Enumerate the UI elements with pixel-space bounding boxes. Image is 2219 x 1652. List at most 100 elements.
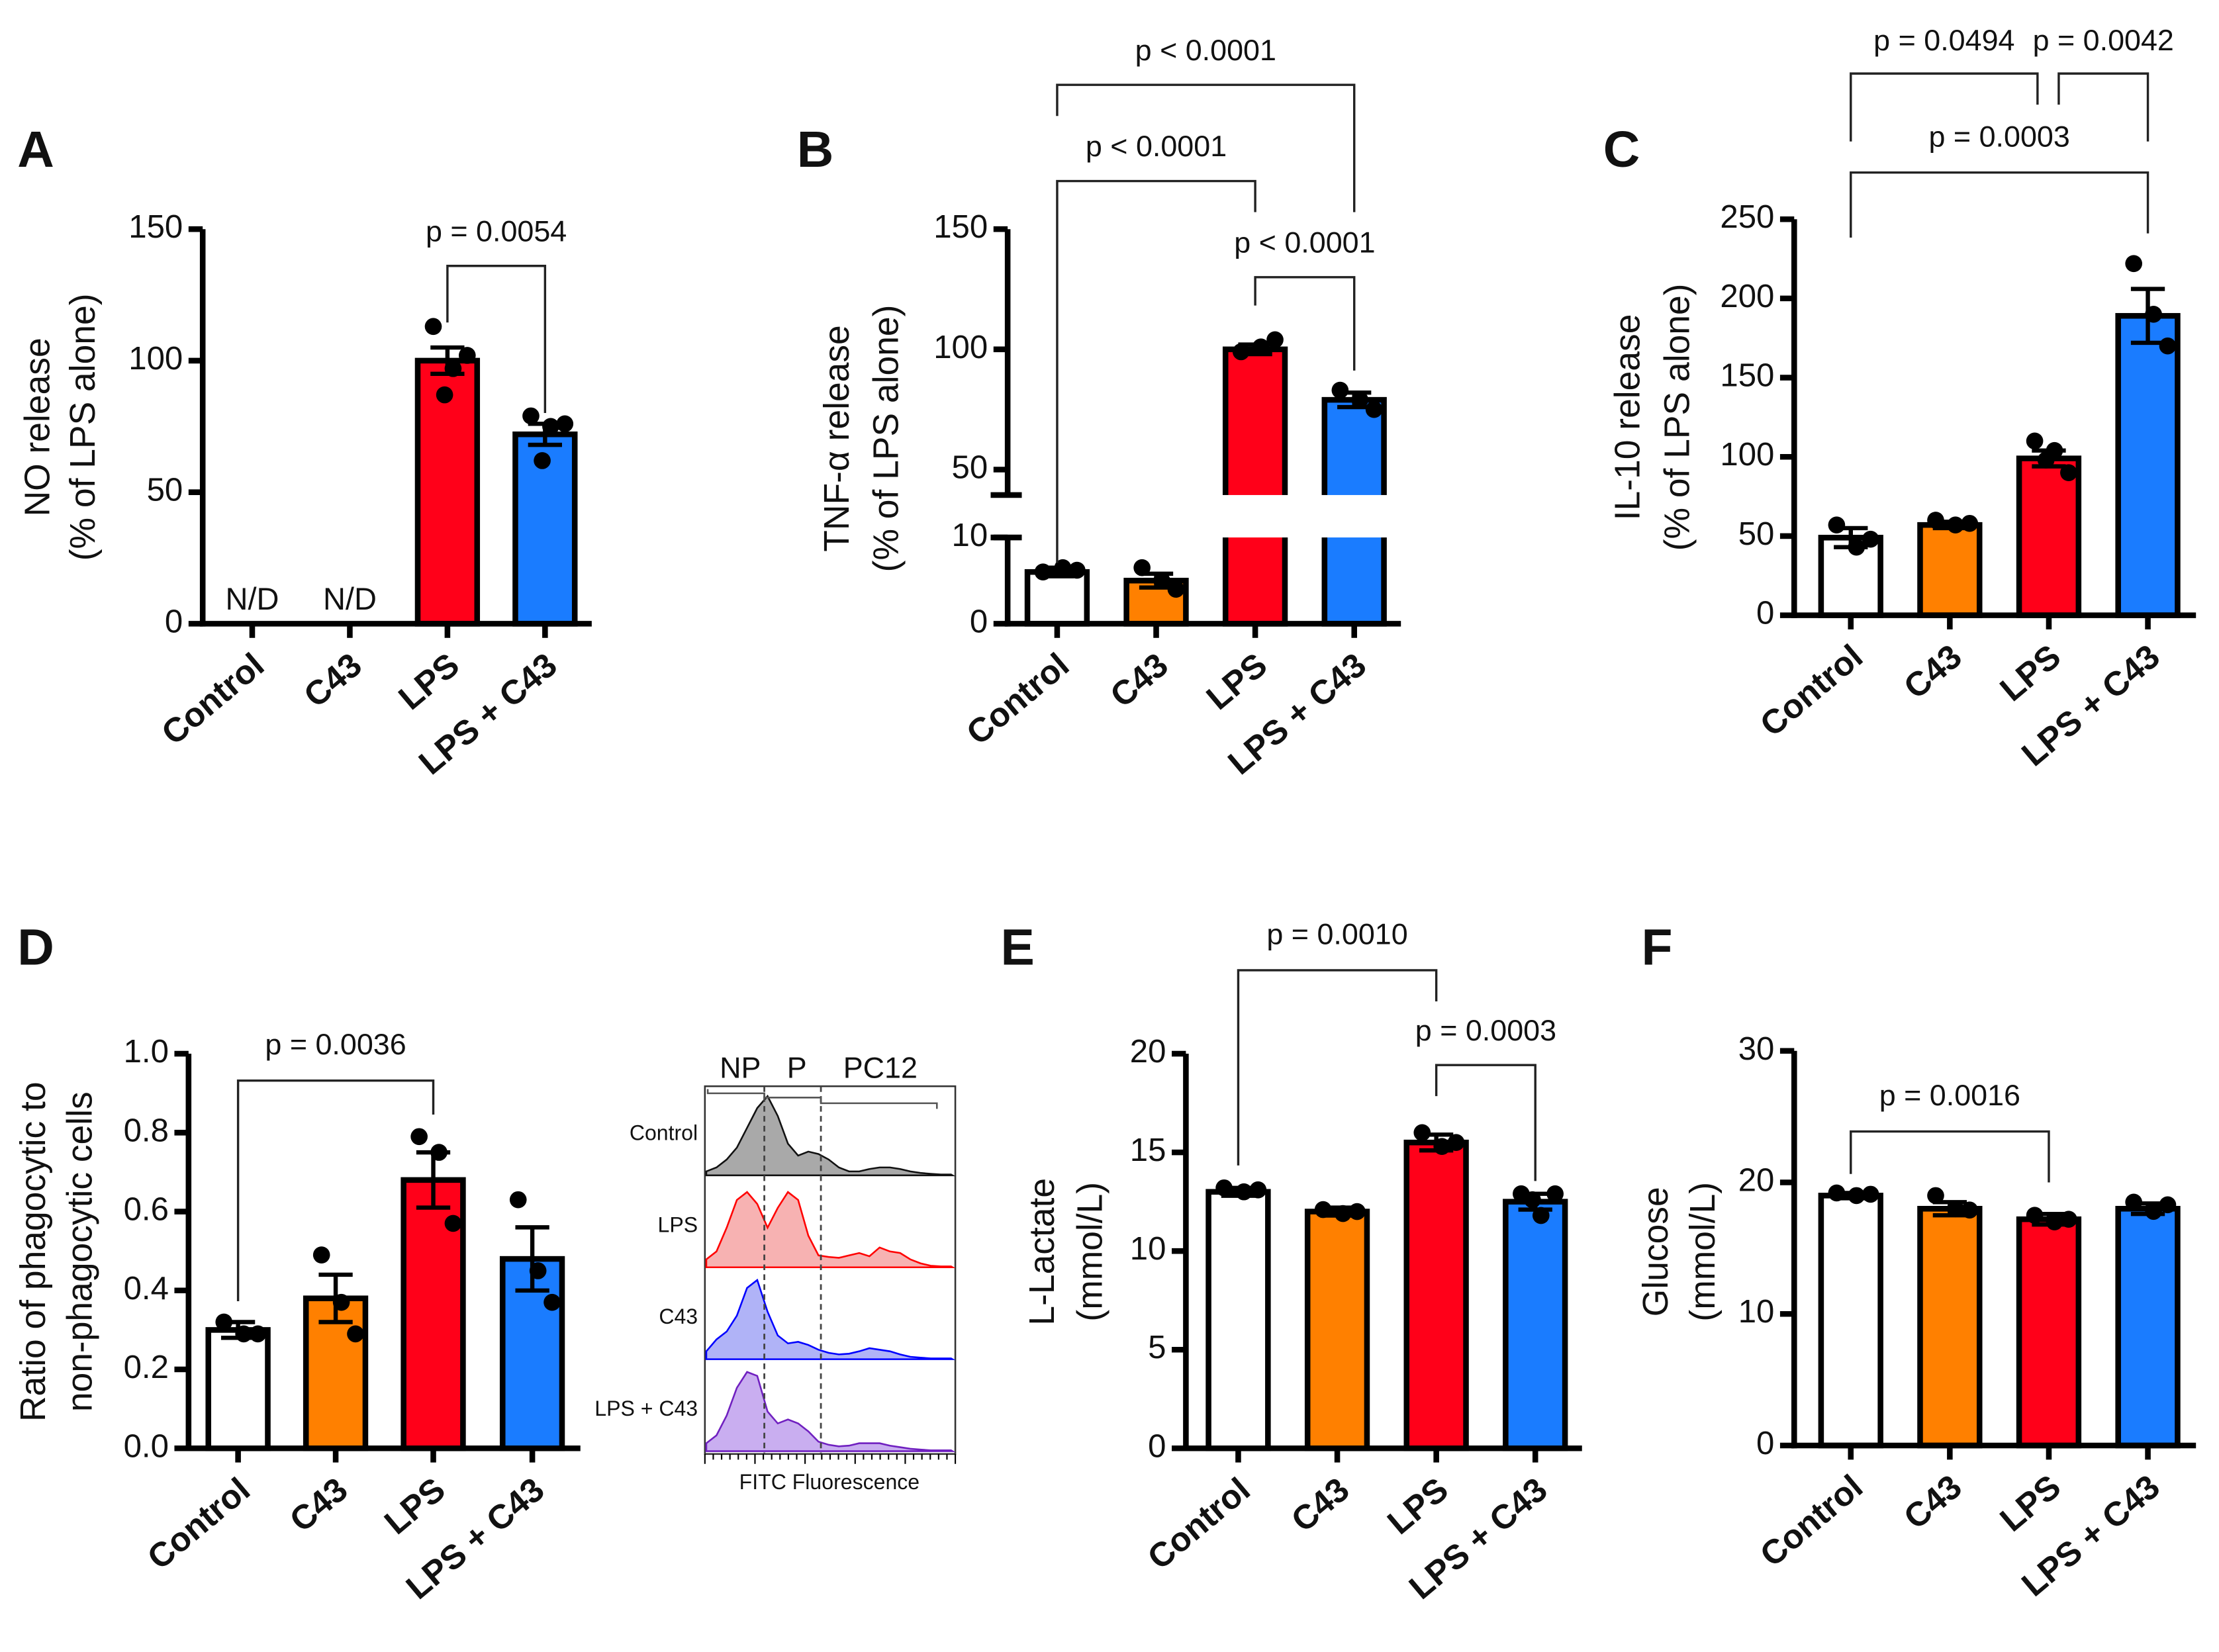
significance-bracket <box>236 1079 435 1302</box>
data-point <box>2060 1211 2077 1228</box>
y-tick-label: 5 <box>1148 1330 1166 1365</box>
data-point <box>2060 464 2077 482</box>
x-tick-label: Control <box>1141 1470 1257 1577</box>
data-point <box>2125 1193 2142 1211</box>
significance-bracket <box>1850 171 2149 238</box>
data-point <box>1862 1185 1879 1203</box>
data-point <box>2026 432 2044 450</box>
histogram-trace <box>705 1191 956 1269</box>
y-axis-label: (% of LPS alone) <box>1658 284 1697 551</box>
x-tick-label: C43 <box>1103 646 1175 715</box>
p-value-label: p = 0.0054 <box>426 214 567 248</box>
data-point <box>410 1128 428 1146</box>
data-point <box>444 360 462 377</box>
data-point <box>1334 1205 1352 1222</box>
y-tick-label: 50 <box>1738 516 1775 552</box>
y-tick-label: 10 <box>952 518 988 553</box>
bar-control <box>205 1327 271 1451</box>
flow-cytometry-histogram: Control LPS C43 LPS + C43 NP P PC12 FITC Fluore… <box>594 1050 957 1494</box>
data-point <box>436 386 453 404</box>
x-tick-label: C43 <box>1897 1467 1969 1536</box>
data-point <box>332 1293 350 1311</box>
panel-b: B TNF-α release (% of LPS alone) 0 10 50 100 15… <box>797 33 1401 782</box>
data-point <box>522 407 540 425</box>
data-point <box>534 452 551 469</box>
data-point <box>509 1191 527 1209</box>
panel-letter: E <box>1000 919 1034 976</box>
y-tick-label: 0 <box>165 604 183 639</box>
not-detected-label: N/D <box>323 581 377 616</box>
data-point <box>1447 1134 1465 1152</box>
p-value-label: p < 0.0001 <box>1234 226 1375 259</box>
panel-letter: C <box>1603 121 1640 178</box>
significance-bracket <box>1056 83 1356 212</box>
y-tick-label: 100 <box>1720 437 1774 473</box>
data-point <box>1252 338 1270 356</box>
data-point <box>529 1262 547 1279</box>
y-tick-label: 0.8 <box>124 1113 169 1148</box>
x-tick-label: LPS <box>377 1470 452 1541</box>
data-point <box>2145 1203 2162 1220</box>
y-tick-label: 15 <box>1130 1132 1166 1168</box>
bar-c43 <box>303 1295 369 1451</box>
y-axis-label: Ratio of phagocytic to <box>14 1081 53 1422</box>
bar-control <box>1024 569 1090 627</box>
x-tick-label: Control <box>959 646 1076 753</box>
x-tick-label: LPS <box>1993 637 2067 709</box>
histogram-row-label: Control <box>630 1121 698 1144</box>
histogram-x-label: FITC Fluorescence <box>739 1470 920 1494</box>
data-point <box>1266 331 1284 349</box>
bar-lps-c43 <box>2115 1205 2181 1449</box>
data-point <box>543 1293 561 1311</box>
x-tick-label: C43 <box>1897 637 1969 706</box>
panel-a: A NO release (% of LPS alone) N/D N/D 0 50 100 1… <box>17 121 592 782</box>
data-point <box>1249 1181 1267 1199</box>
bar-lps <box>2016 1216 2082 1449</box>
data-point <box>1546 1185 1564 1203</box>
y-tick-label: 10 <box>1738 1294 1775 1330</box>
data-point <box>2159 337 2177 355</box>
significance-bracket <box>1254 276 1356 371</box>
y-axis-label: L-Lactate <box>1023 1178 1062 1326</box>
y-tick-label: 0 <box>970 604 988 639</box>
data-point <box>2046 1213 2063 1230</box>
panel-letter: B <box>797 121 834 178</box>
significance-bracket <box>1850 72 2039 142</box>
y-axis-label: TNF-α release <box>818 325 857 551</box>
data-point <box>1167 580 1185 598</box>
histogram-row-label: LPS <box>658 1213 698 1236</box>
y-tick-label: 100 <box>933 330 988 365</box>
y-axis-label: (mmol/L) <box>1070 1182 1110 1322</box>
significance-bracket <box>1056 179 1256 563</box>
y-tick-label: 1.0 <box>124 1034 169 1070</box>
data-point <box>444 1215 462 1232</box>
bar-lps-c43 <box>2115 312 2181 618</box>
data-point <box>2145 306 2162 323</box>
y-tick-label: 150 <box>128 209 183 245</box>
data-point <box>1348 1203 1366 1220</box>
y-tick-label: 0 <box>1756 596 1774 631</box>
histogram-trace <box>705 1371 956 1452</box>
data-point <box>1215 1179 1233 1197</box>
y-tick-label: 150 <box>1720 358 1774 394</box>
significance-bracket <box>2057 72 2149 142</box>
data-point <box>1828 1184 1846 1202</box>
data-point <box>1068 561 1086 579</box>
histogram-trace <box>705 1094 956 1177</box>
x-tick-label: C43 <box>297 646 369 715</box>
y-tick-label: 100 <box>128 341 183 377</box>
data-point <box>430 1144 448 1161</box>
data-point <box>1331 381 1349 399</box>
data-point <box>2159 1196 2177 1214</box>
panel-letter: D <box>17 919 54 976</box>
data-point <box>1961 1201 1979 1219</box>
data-point <box>1351 391 1369 408</box>
y-tick-label: 0.6 <box>124 1192 169 1228</box>
data-point <box>2125 255 2142 273</box>
p-value-label: p = 0.0036 <box>265 1027 406 1061</box>
data-point <box>1433 1138 1451 1155</box>
data-point <box>249 1325 267 1343</box>
